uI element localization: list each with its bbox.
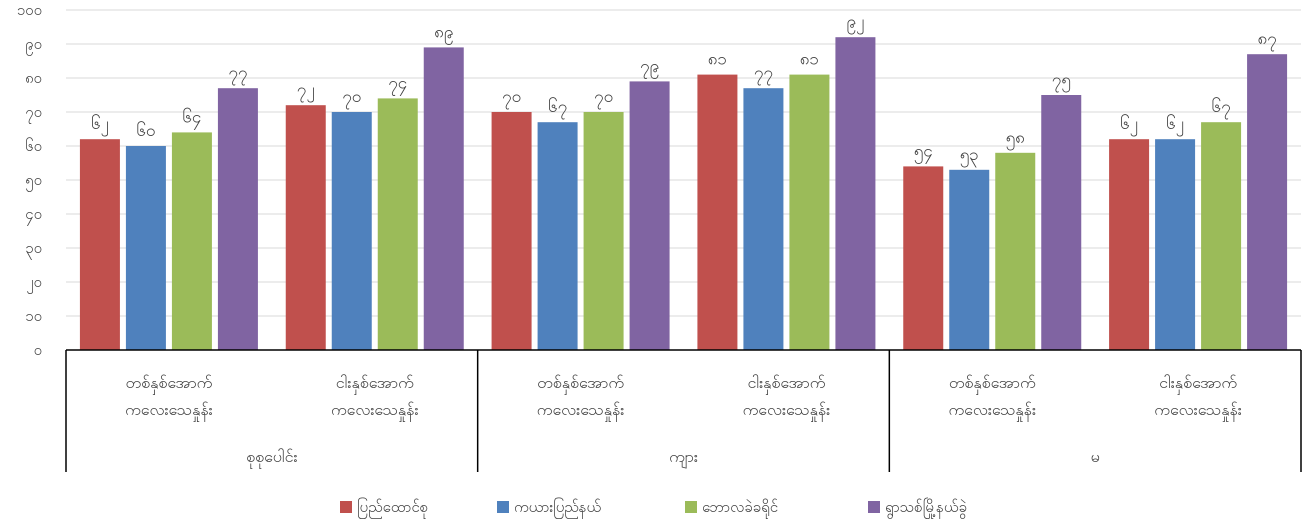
gridlines <box>66 9 1301 317</box>
y-tick-label: ၇၀ <box>25 103 42 124</box>
bar <box>79 139 120 350</box>
y-tick-label: ၆၀ <box>25 137 42 155</box>
data-label: ၆၄ <box>182 106 201 130</box>
bar <box>377 98 418 351</box>
bar <box>835 37 876 350</box>
legend: ပြည်ထောင်စု ကယားပြည်နယ် ဘောလခဲခရိုင် ရွာသစ်… <box>340 497 967 519</box>
bar <box>285 105 326 350</box>
legend-label: ကယားပြည်နယ် <box>514 497 601 519</box>
legend-swatch <box>685 501 697 513</box>
data-label: ၆၇ <box>548 96 567 120</box>
bar <box>949 169 990 350</box>
y-tick-label: ၁၀၀ <box>17 1 42 19</box>
category-label: ငါးနှစ်အောက် <box>1159 373 1237 395</box>
category-label: ကလေးသေနှုန်း <box>948 400 1036 422</box>
category-label: တစ်နှစ်အောက် <box>537 373 624 395</box>
bar <box>1041 95 1082 350</box>
data-label: ၇၂ <box>297 80 315 103</box>
bar <box>1247 54 1288 350</box>
data-label: ၅၃ <box>960 145 979 168</box>
y-tick-label: ၄၀ <box>25 205 42 226</box>
y-tick-label: ၂၀ <box>26 273 42 294</box>
data-label: ၈၁ <box>708 50 727 70</box>
x-axis: တစ်နှစ်အောက်ကလေးသေနှုန်း ငါးနှစ်အောက်ကလေး… <box>65 349 1302 472</box>
bar <box>629 81 670 351</box>
data-label: ၇၉ <box>640 56 659 79</box>
data-label: ၆၀ <box>136 120 155 141</box>
bar <box>789 74 830 350</box>
category-label: တစ်နှစ်အောက် <box>949 373 1036 395</box>
data-label: ၆၂ <box>91 113 109 137</box>
data-label: ၇၅ <box>1052 70 1071 93</box>
data-label: ၇၇ <box>754 63 773 86</box>
bar <box>995 152 1036 350</box>
y-tick-label: ၈၀ <box>25 69 42 87</box>
legend-swatch <box>868 501 880 513</box>
category-label: ငါးနှစ်အောက် <box>336 373 414 395</box>
y-tick-label: ၁၀ <box>25 307 42 325</box>
category-label: ကလေးသေနှုန်း <box>331 400 419 422</box>
category-label: ငါးနှစ်အောက် <box>747 373 825 395</box>
bar <box>743 88 784 350</box>
bars <box>79 37 1288 351</box>
bar <box>217 88 258 350</box>
data-label: ၆၂ <box>1166 113 1184 137</box>
data-label: ၆၂ <box>1120 113 1138 137</box>
data-label: ၇၀ <box>594 87 613 110</box>
bar <box>697 74 738 350</box>
bar <box>125 146 166 350</box>
data-label: ၅၄ <box>914 141 933 164</box>
data-label: ၉၂ <box>846 12 864 35</box>
y-tick-label: ၅၀ <box>25 171 42 192</box>
data-label: ၆၇ <box>1212 96 1231 120</box>
data-label: ၇၄ <box>388 73 407 96</box>
data-label: ၇၀ <box>342 87 361 110</box>
bar <box>171 132 212 350</box>
group-label: ကျား <box>669 447 698 469</box>
bar <box>491 112 532 350</box>
group-label: စုစုပေါင်း <box>246 447 298 469</box>
data-label: ၇၀ <box>502 87 521 110</box>
data-label: ၈၁ <box>800 50 819 70</box>
data-label: ၈၉ <box>434 22 453 45</box>
bar <box>583 112 624 350</box>
legend-swatch <box>497 501 509 513</box>
category-label: ကလေးသေနှုန်း <box>743 400 831 422</box>
group-label: မ <box>1091 447 1100 466</box>
y-axis: ၀ ၁၀ ၂၀ ၃၀ ၄၀ ၅၀ ၆၀ ၇၀ ၈၀ ၉၀ ၁၀၀ <box>17 1 42 359</box>
y-tick-label: ၃၀ <box>25 239 42 260</box>
legend-label: ပြည်ထောင်စု <box>357 497 428 519</box>
bar <box>537 122 578 350</box>
bar <box>1109 139 1150 350</box>
category-label: ကလေးသေနှုန်း <box>537 400 625 422</box>
bar <box>423 47 464 351</box>
category-label: တစ်နှစ်အောက် <box>126 373 213 395</box>
y-tick-label: ၉၀ <box>25 35 42 56</box>
bar <box>903 166 944 350</box>
bar <box>331 112 372 350</box>
bar <box>1201 122 1242 350</box>
data-label: ၈၇ <box>1257 29 1276 52</box>
data-label: ၇၇ <box>228 63 247 86</box>
data-label: ၅၈ <box>1006 128 1025 151</box>
legend-label: ရွာသစ်မြို့နယ်ခွဲ <box>885 497 967 519</box>
y-tick-label: ၀ <box>34 341 42 359</box>
category-label: ကလေးသေနှုန်း <box>125 400 213 422</box>
category-label: ကလေးသေနှုန်း <box>1154 400 1242 422</box>
legend-label: ဘောလခဲခရိုင် <box>702 498 778 519</box>
legend-swatch <box>340 501 352 513</box>
bar <box>1155 139 1196 350</box>
